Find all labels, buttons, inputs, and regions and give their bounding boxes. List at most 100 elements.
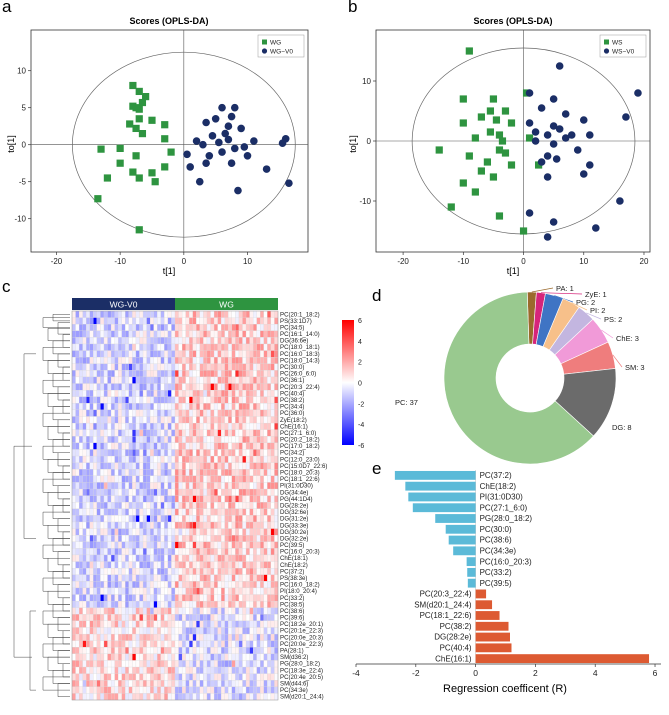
heatmap-cell — [71, 627, 76, 635]
heatmap-cell — [224, 343, 229, 351]
heatmap-cell — [263, 495, 268, 503]
heatmap-cell — [274, 502, 279, 509]
bar — [408, 492, 476, 502]
heatmap-cell — [185, 594, 190, 602]
heatmap-cell — [203, 357, 208, 364]
heatmap-cell — [217, 416, 222, 424]
row-label: PC(20:0e_20:3) — [280, 634, 323, 641]
heatmap-cell — [100, 607, 105, 615]
heatmap-cell — [253, 469, 257, 477]
heatmap-cell — [167, 600, 172, 608]
heatmap-cell — [164, 574, 169, 582]
heatmap-cell — [210, 409, 215, 417]
heatmap-cell — [89, 548, 94, 556]
heatmap-cell — [242, 449, 247, 457]
heatmap-cell — [267, 324, 272, 331]
heatmap-cell — [110, 554, 115, 562]
heatmap-cell — [242, 528, 247, 536]
heatmap-cell — [245, 383, 250, 391]
heatmap-cell — [78, 343, 83, 351]
heatmap-cell — [107, 343, 112, 351]
heatmap-cell — [231, 337, 236, 345]
heatmap-cell — [96, 462, 101, 470]
heatmap-cell — [132, 363, 137, 371]
heatmap-cell — [245, 416, 250, 424]
heatmap-cell — [167, 680, 172, 687]
heatmap-cell — [210, 568, 215, 575]
heatmap-cell — [160, 337, 165, 345]
heatmap-cell — [228, 324, 233, 331]
heatmap-cell — [221, 502, 225, 509]
heatmap-cell — [238, 680, 243, 687]
heatmap-cell — [199, 548, 204, 556]
heatmap-cell — [82, 502, 87, 509]
heatmap-cell — [199, 469, 204, 477]
heatmap-cell — [139, 548, 144, 556]
heatmap-cell — [270, 515, 275, 523]
heatmap-cell — [118, 548, 122, 556]
heatmap-cell — [93, 614, 98, 622]
heatmap-cell — [221, 686, 225, 694]
row-label: PC(20:1e_22:3) — [280, 628, 323, 635]
heatmap-cell — [78, 640, 83, 648]
heatmap-cell — [118, 436, 122, 444]
heatmap-cell — [267, 640, 272, 648]
heatmap-cell — [260, 396, 264, 404]
heatmap-cell — [213, 627, 218, 635]
heatmap-cell — [135, 614, 140, 622]
heatmap-cell — [210, 350, 215, 358]
heatmap-cell — [142, 449, 147, 457]
heatmap-cell — [164, 686, 169, 694]
heatmap-cell — [210, 528, 215, 536]
heatmap-cell — [150, 449, 154, 457]
heatmap-cell — [249, 475, 254, 483]
heatmap-cell — [270, 495, 275, 503]
heatmap-cell — [235, 389, 240, 397]
heatmap-cell — [249, 442, 254, 450]
heatmap-cell — [103, 535, 108, 542]
heatmap-cell — [206, 436, 211, 444]
heatmap-cell — [235, 363, 240, 371]
heatmap-cell — [217, 502, 222, 509]
heatmap-cell — [153, 653, 158, 661]
heatmap-cell — [146, 422, 151, 430]
heatmap-cell — [263, 574, 268, 582]
heatmap-cell — [245, 574, 250, 582]
heatmap-cell — [118, 673, 122, 681]
heatmap-cell — [267, 495, 272, 503]
point-WS — [459, 95, 467, 103]
heatmap-cell — [267, 693, 272, 701]
heatmap-cell — [118, 647, 122, 655]
heatmap-cell — [206, 640, 211, 648]
heatmap-cell — [263, 587, 268, 595]
heatmap-cell — [224, 436, 229, 444]
heatmap-cell — [199, 416, 204, 424]
heatmap-cell — [75, 515, 80, 523]
heatmap-cell — [103, 581, 108, 589]
heatmap-cell — [206, 686, 211, 694]
heatmap-cell — [121, 357, 126, 364]
heatmap-cell — [118, 561, 122, 569]
heatmap-cell — [75, 594, 80, 602]
heatmap-cell — [96, 442, 101, 450]
heatmap-cell — [221, 647, 225, 655]
point-WS−V0 — [537, 158, 546, 166]
heatmap-cell — [93, 396, 98, 404]
heatmap-cell — [263, 633, 268, 641]
heatmap-cell — [263, 515, 268, 523]
heatmap-cell — [256, 614, 261, 622]
heatmap-cell — [100, 436, 105, 444]
heatmap-cell — [157, 587, 161, 595]
heatmap-cell — [242, 455, 247, 463]
heatmap-cell — [228, 574, 233, 582]
heatmap-cell — [213, 475, 218, 483]
heatmap-cell — [210, 541, 215, 549]
heatmap-cell — [253, 436, 257, 444]
heatmap-cell — [142, 350, 147, 358]
heatmap-cell — [192, 554, 197, 562]
heatmap-cell — [224, 574, 229, 582]
heatmap-cell — [245, 330, 250, 338]
heatmap-cell — [253, 594, 257, 602]
heatmap-cell — [199, 363, 204, 371]
heatmap-cell — [178, 528, 183, 536]
